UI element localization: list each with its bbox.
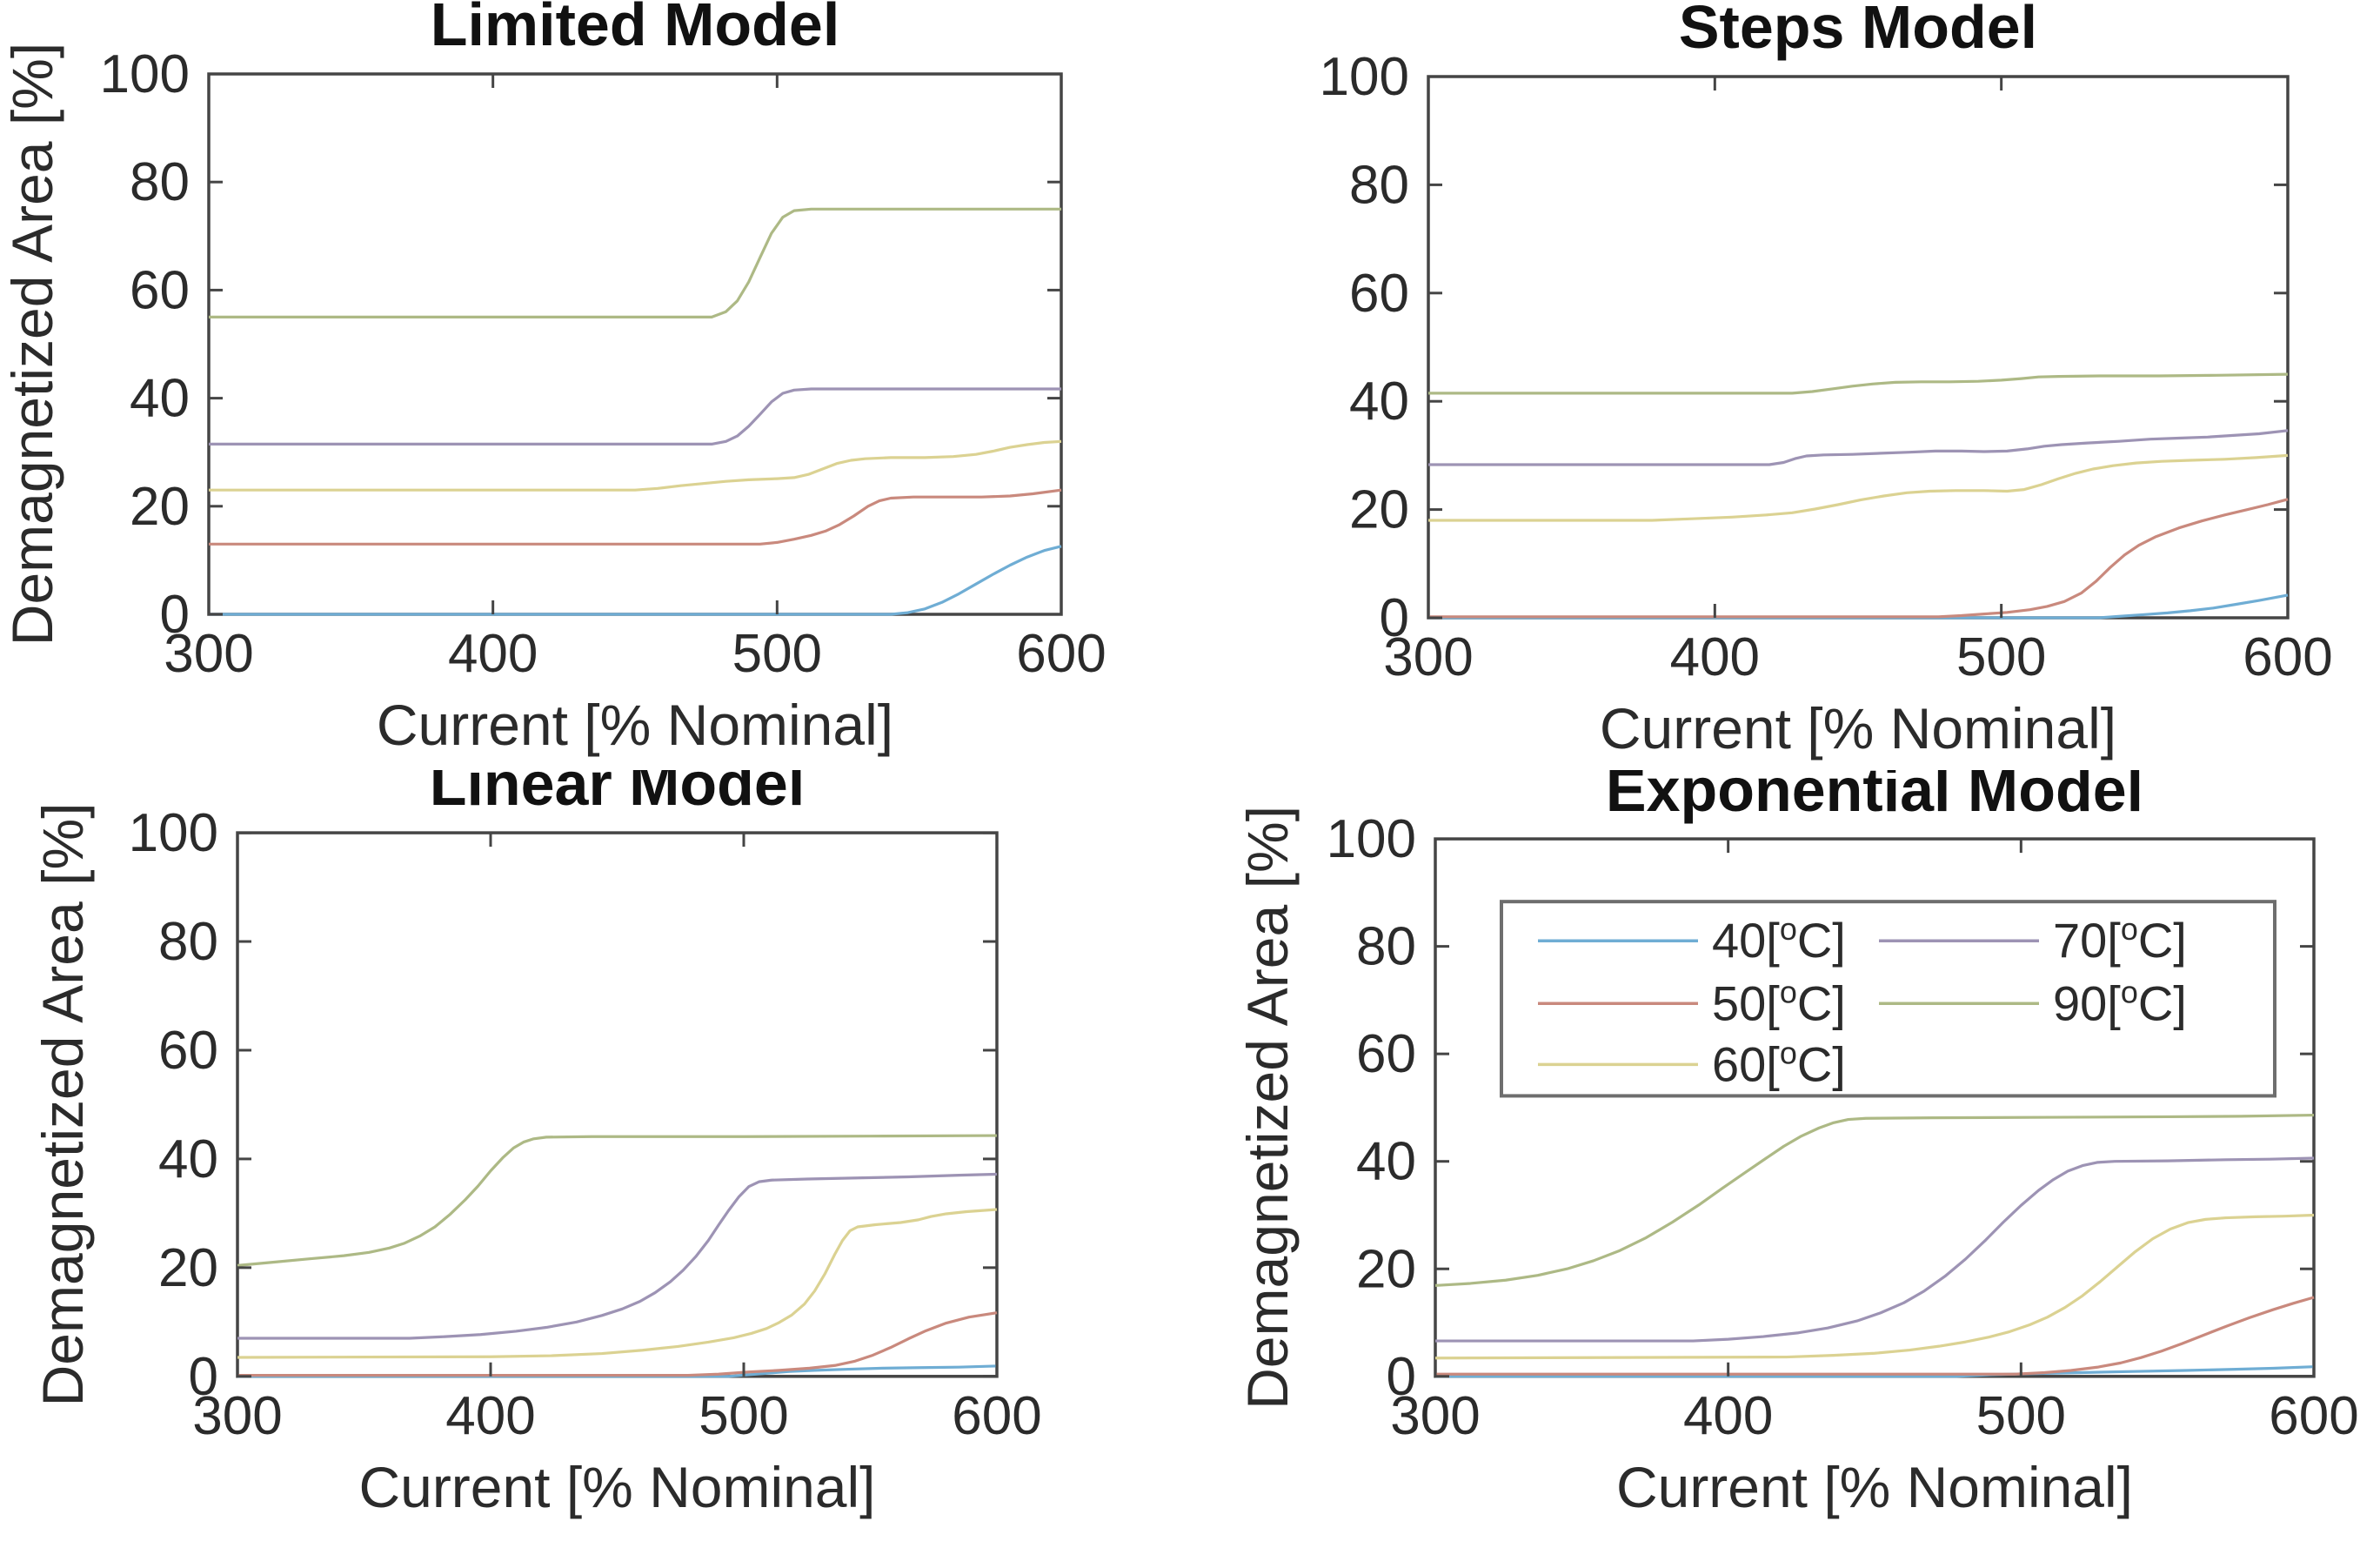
series-line-70C xyxy=(1428,429,2289,466)
series-line-90C xyxy=(237,1134,998,1267)
chart-title: Limited Model xyxy=(431,0,840,58)
y-tick-label: 100 xyxy=(1327,809,1416,869)
legend: 40[oC] 50[oC]60[oC] 70[oC] 90[oC] xyxy=(1500,900,2276,1098)
y-tick-label: 0 xyxy=(1387,1347,1416,1407)
chart-steps-model: 300 400 500 600 0 20 40 60 80 100 Steps Model Curre… xyxy=(1320,0,2333,760)
x-tick-label: 600 xyxy=(2269,1386,2358,1446)
x-axis-label: Current [% Nominal] xyxy=(1600,696,2116,760)
chart-title: Exponential Model xyxy=(1606,770,2143,824)
x-axis-label: Current [% Nominal] xyxy=(358,1455,875,1519)
y-tick-label: 20 xyxy=(1349,480,1409,540)
x-tick-label: 500 xyxy=(1956,627,2046,687)
x-tick-label: 500 xyxy=(1976,1386,2066,1446)
subplot-limited-model: 300 400 500 600 0 20 40 60 80 100 Limited Model Cur… xyxy=(0,0,1190,770)
x-tick-label: 400 xyxy=(1670,627,1760,687)
y-tick-label: 80 xyxy=(1349,155,1409,215)
x-tick-label: 500 xyxy=(699,1386,788,1446)
x-tick-label: 600 xyxy=(952,1386,1041,1446)
y-tick-label: 60 xyxy=(1356,1024,1416,1084)
x-tick-label: 500 xyxy=(732,624,822,684)
series-line-50C xyxy=(237,1311,998,1377)
series-line-40C xyxy=(237,1364,998,1378)
subplot-linear-model: 300 400 500 600 0 20 40 60 80 100 Linear Model Curr… xyxy=(0,770,1190,1541)
y-tick-label: 40 xyxy=(130,369,190,429)
y-tick-label: 40 xyxy=(1356,1132,1416,1192)
chart-limited-model: 300 400 500 600 0 20 40 60 80 100 Limited Model Cur… xyxy=(0,0,1106,757)
y-axis-label: Demagnetized Area [%] xyxy=(30,802,95,1406)
series-line-90C xyxy=(209,207,1061,318)
y-tick-label: 80 xyxy=(158,912,218,972)
y-axis-label: Demagnetized Area [%] xyxy=(1235,806,1300,1410)
series-line-60C xyxy=(1434,1213,2315,1360)
y-tick-label: 0 xyxy=(160,585,190,645)
subplot-exponential-model: 300 400 500 600 0 20 40 60 80 100 Exponential Mode… xyxy=(1190,770,2380,1541)
series-line-70C xyxy=(209,387,1061,446)
series-line-70C xyxy=(1435,1156,2315,1343)
x-axis-label: Current [% Nominal] xyxy=(1616,1455,2133,1519)
chart-linear-model: 300 400 500 600 0 20 40 60 80 100 Linear Model Curr… xyxy=(30,770,1042,1519)
x-tick-label: 600 xyxy=(1016,624,1106,684)
legend-label-90C: 90[oC] xyxy=(2053,974,2187,1030)
chart-title: Linear Model xyxy=(430,770,806,818)
y-tick-label: 100 xyxy=(100,44,190,104)
chart-exponential-model: 300 400 500 600 0 20 40 60 80 100 Exponential Mode… xyxy=(1235,770,2359,1519)
y-tick-label: 0 xyxy=(1380,588,1409,648)
legend-label-70C: 70[oC] xyxy=(2053,911,2187,968)
x-tick-label: 600 xyxy=(2243,627,2332,687)
x-tick-label: 300 xyxy=(1383,627,1473,687)
series-line-60C xyxy=(1428,453,2289,522)
chart-title: Steps Model xyxy=(1679,0,2037,61)
x-tick-label: 300 xyxy=(192,1386,282,1446)
y-tick-label: 80 xyxy=(1356,917,1416,977)
y-axis-label: Demagnetized Area [%] xyxy=(0,43,64,646)
y-tick-label: 60 xyxy=(158,1021,218,1081)
x-tick-label: 400 xyxy=(448,624,538,684)
y-tick-label: 100 xyxy=(1320,47,1409,107)
axes-frame xyxy=(236,831,999,1378)
series-line-60C xyxy=(237,1208,998,1359)
series-line-60C xyxy=(209,439,1062,492)
y-tick-label: 60 xyxy=(1349,264,1409,324)
series-line-50C xyxy=(1435,1296,2315,1376)
legend-label-60C: 60[oC] xyxy=(1712,1035,1846,1091)
y-tick-label: 60 xyxy=(130,260,190,320)
y-tick-label: 20 xyxy=(158,1238,218,1298)
series-line-90C xyxy=(1434,1113,2315,1287)
y-tick-label: 20 xyxy=(130,477,190,537)
series-line-40C xyxy=(209,545,1062,616)
y-tick-label: 80 xyxy=(130,152,190,212)
series-line-50C xyxy=(209,488,1062,546)
x-tick-label: 400 xyxy=(445,1386,535,1446)
series-line-70C xyxy=(237,1172,998,1340)
x-tick-label: 300 xyxy=(164,624,253,684)
series-line-90C xyxy=(1428,372,2289,395)
axes-frame xyxy=(207,72,1063,616)
series-line-40C xyxy=(1428,593,2289,620)
y-tick-label: 40 xyxy=(158,1129,218,1189)
x-tick-label: 400 xyxy=(1683,1386,1773,1446)
x-axis-label: Current [% Nominal] xyxy=(377,693,893,757)
y-tick-label: 0 xyxy=(189,1347,218,1407)
y-tick-label: 100 xyxy=(129,803,218,863)
x-tick-label: 300 xyxy=(1390,1386,1480,1446)
series-line-50C xyxy=(1428,498,2289,619)
legend-label-50C: 50[oC] xyxy=(1712,974,1846,1030)
y-tick-label: 20 xyxy=(1356,1239,1416,1299)
legend-label-40C: 40[oC] xyxy=(1712,911,1846,968)
y-tick-label: 40 xyxy=(1349,372,1409,432)
subplot-steps-model: 300 400 500 600 0 20 40 60 80 100 Steps Model Curre… xyxy=(1190,0,2380,770)
